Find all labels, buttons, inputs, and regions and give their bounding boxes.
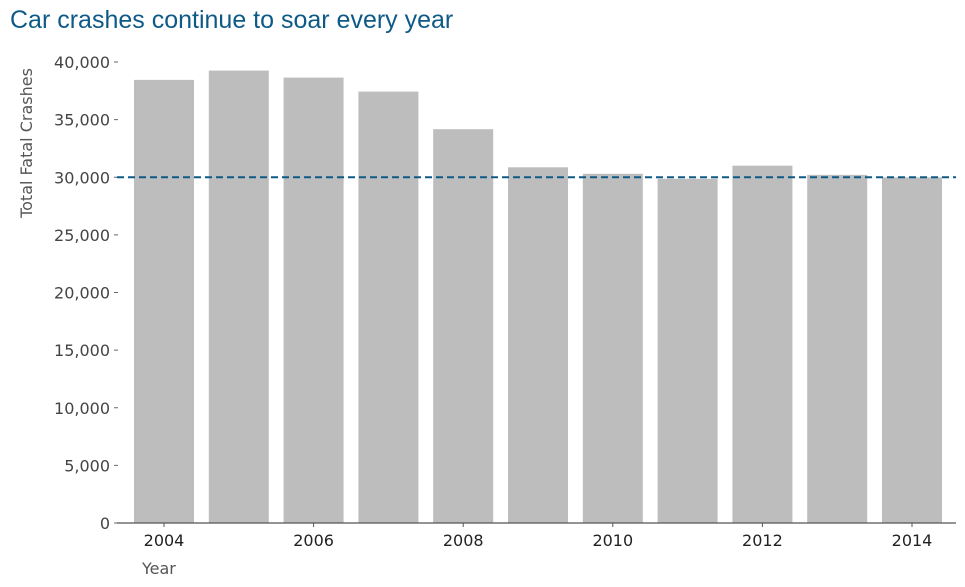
bar-2014 — [882, 177, 942, 523]
x-tick-label: 2010 — [592, 531, 633, 550]
y-tick-label: 10,000 — [54, 399, 110, 418]
x-tick-label: 2012 — [742, 531, 783, 550]
x-tick-label: 2006 — [293, 531, 334, 550]
x-tick-label: 2014 — [892, 531, 933, 550]
x-tick-label: 2008 — [443, 531, 484, 550]
y-tick-label: 5,000 — [64, 456, 110, 475]
x-axis: 2004 2006 2008 2010 2012 2014 — [117, 522, 956, 550]
bar-2009 — [508, 167, 568, 524]
bar-2008 — [433, 129, 494, 523]
y-tick-label: 0 — [100, 514, 110, 533]
y-tick-label: 35,000 — [54, 111, 110, 130]
bar-2006 — [283, 77, 344, 523]
y-tick-label: 40,000 — [54, 53, 110, 72]
y-axis: 0 5,000 10,000 15,000 20,000 25,000 30,000 35,0… — [54, 53, 118, 533]
y-tick-label: 25,000 — [54, 226, 110, 245]
bar-2007 — [358, 91, 419, 523]
bar-2013 — [807, 174, 868, 523]
bars-group — [134, 70, 942, 524]
y-axis-label: Total Fatal Crashes — [17, 68, 36, 219]
bar-2011 — [657, 178, 718, 524]
bar-2012 — [732, 165, 793, 523]
chart-title: Car crashes continue to soar every year — [10, 6, 453, 34]
bar-2010 — [582, 173, 643, 524]
y-tick-label: 15,000 — [54, 341, 110, 360]
y-tick-label: 20,000 — [54, 284, 110, 303]
bar-2005 — [208, 70, 269, 523]
x-axis-label: Year — [141, 559, 176, 578]
x-tick-label: 2004 — [144, 531, 185, 550]
bar-2004 — [134, 79, 194, 524]
y-tick-label: 30,000 — [54, 168, 110, 187]
